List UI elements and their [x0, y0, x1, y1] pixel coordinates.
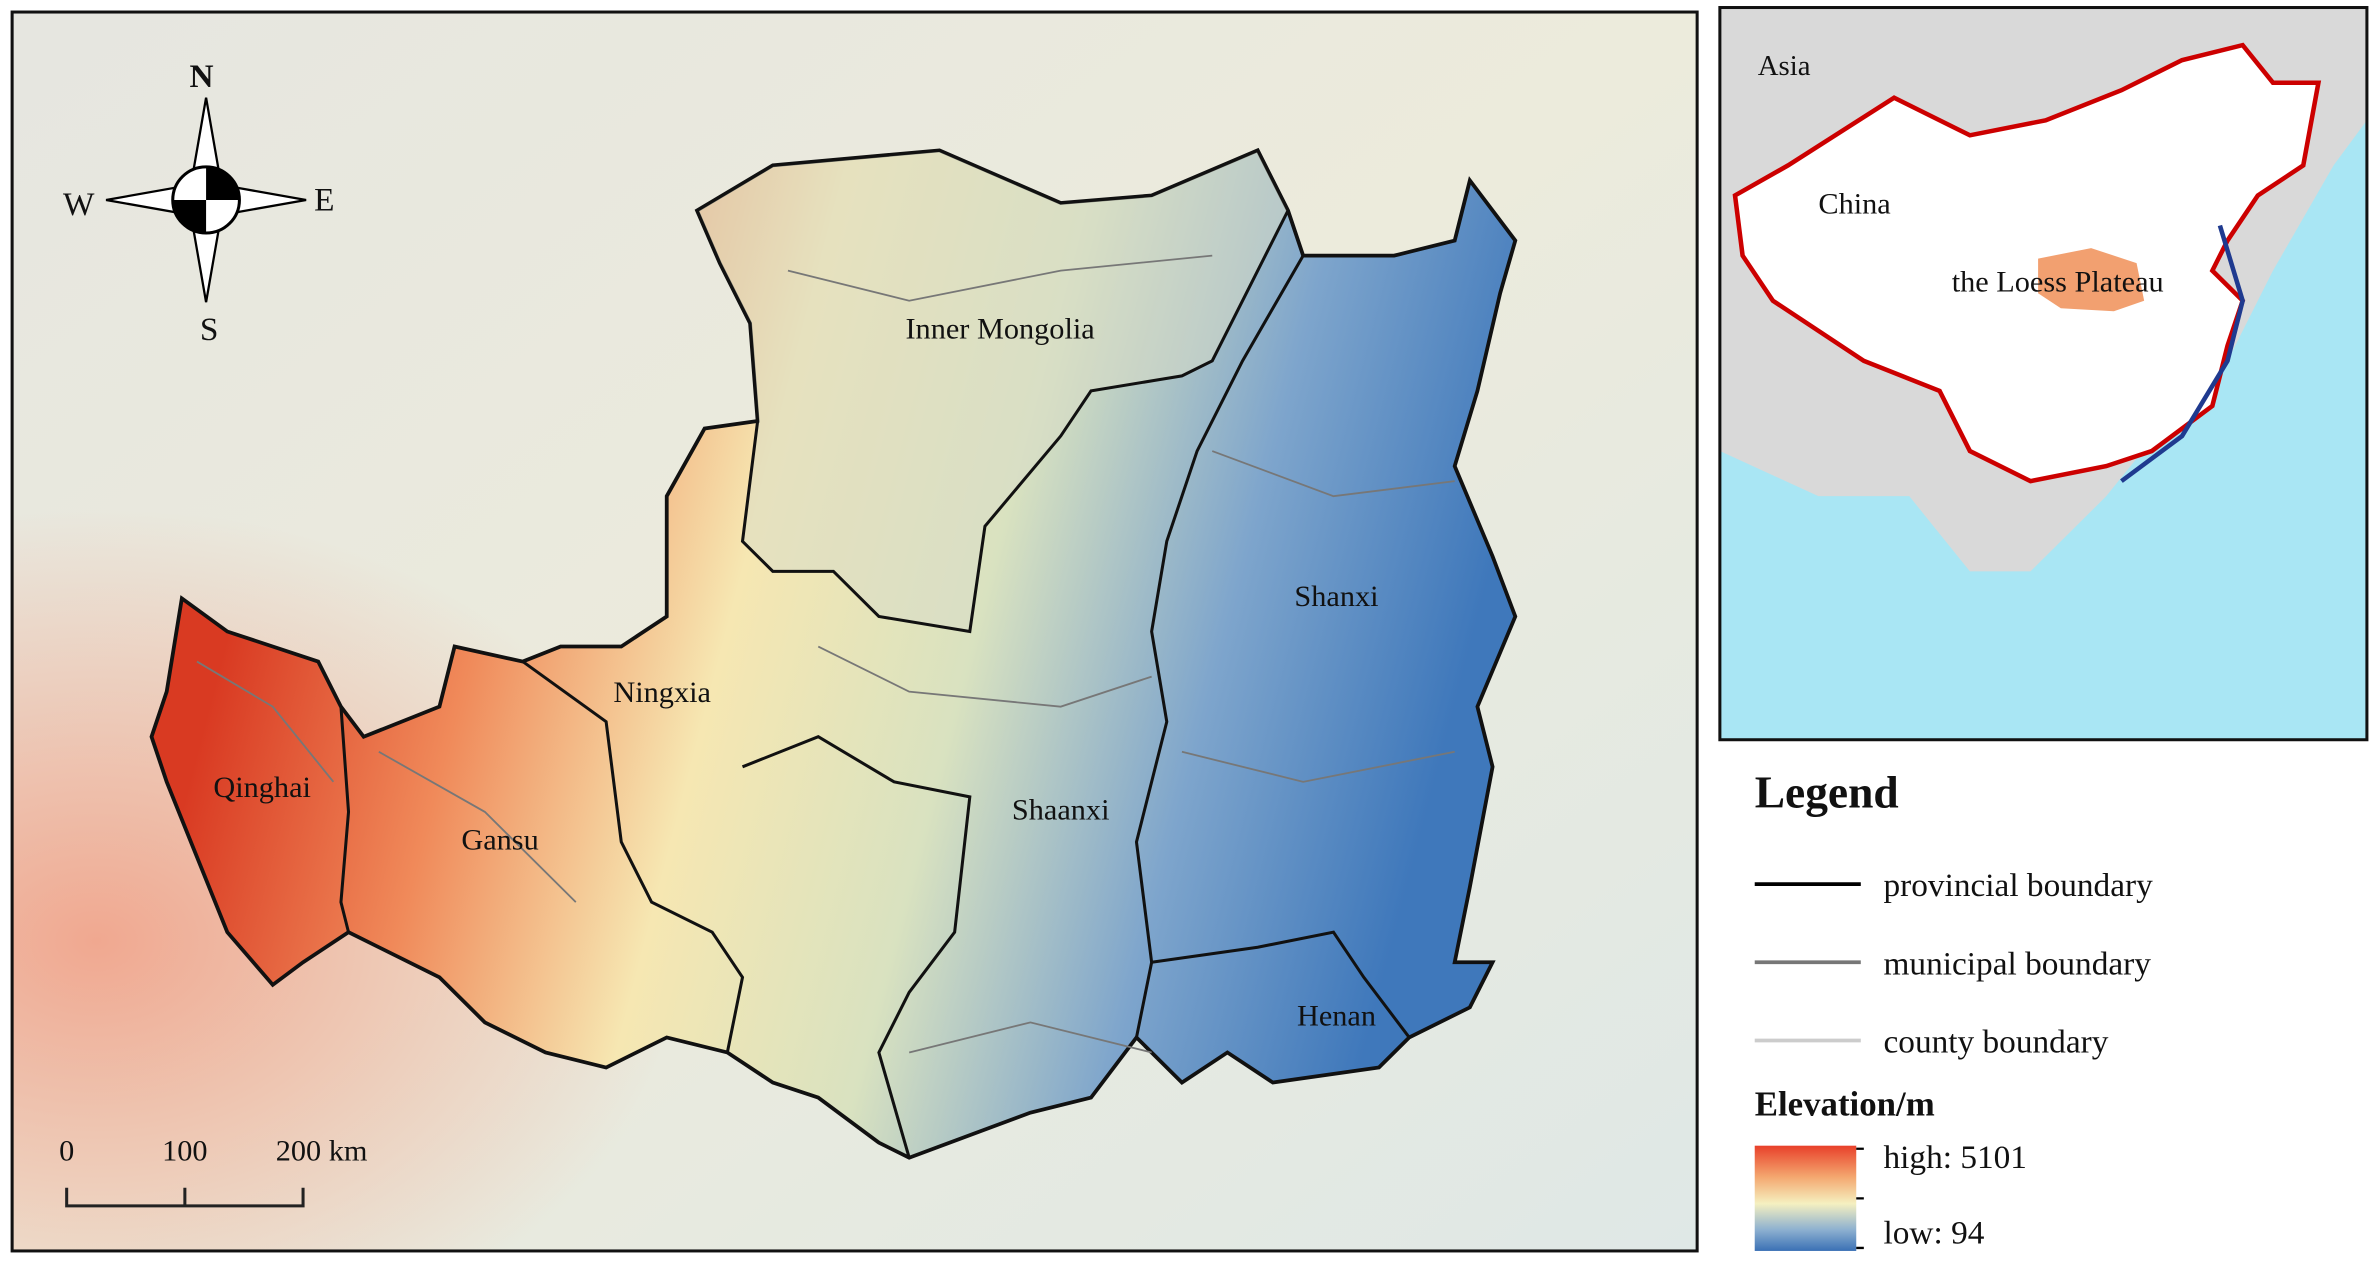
elevation-title: Elevation/m	[1755, 1085, 1935, 1124]
ramp-ticks	[1856, 1147, 1864, 1250]
compass: N S W E	[63, 58, 334, 347]
scale-label: 0	[59, 1134, 74, 1168]
legend-title: Legend	[1755, 768, 1899, 818]
region-label: Qinghai	[213, 770, 311, 804]
scale-label: 100	[162, 1134, 207, 1168]
elevation-low: low: 94	[1884, 1215, 1985, 1252]
inset-label: China	[1818, 187, 1890, 221]
elevation-high: high: 5101	[1884, 1139, 2027, 1176]
region-label: Shaanxi	[1012, 793, 1110, 827]
region-label: Inner Mongolia	[905, 311, 1094, 345]
legend-entry: municipal boundary	[1884, 945, 2152, 982]
map-frame	[10, 10, 1699, 1253]
compass-south: S	[200, 311, 219, 348]
inset-coastline	[2120, 224, 2246, 483]
inset-frame	[1718, 6, 2369, 742]
inset-loess-plateau	[2038, 248, 2145, 312]
region-label: Henan	[1297, 999, 1376, 1033]
region-label: Ningxia	[613, 675, 711, 709]
inset-china	[1732, 42, 2322, 484]
region-labels: Inner Mongolia Shanxi Ningxia Shaanxi Qi…	[213, 311, 1378, 1032]
legend: Legend provincial boundary municipal bou…	[1754, 768, 2154, 1252]
compass-north: N	[190, 58, 214, 95]
inner-mongolia	[695, 148, 1290, 634]
inset-label: Asia	[1758, 50, 1811, 82]
region-label: Gansu	[461, 823, 538, 857]
compass-east: E	[314, 182, 334, 219]
municipal-boundaries	[196, 254, 1455, 1054]
scale-bar: 0 100 200 km	[59, 1134, 368, 1208]
main-map: Inner Mongolia Shanxi Ningxia Shaanxi Qi…	[10, 10, 1699, 1253]
provincial-boundaries	[339, 254, 1411, 1159]
elevation-ramp	[1754, 1145, 1857, 1251]
inset-map: Asia China the Loess Plateau	[1718, 6, 2369, 742]
legend-entry: provincial boundary	[1884, 867, 2154, 904]
legend-entry: county boundary	[1884, 1024, 2109, 1061]
inset-label: the Loess Plateau	[1952, 265, 2164, 299]
scale-label: 200 km	[276, 1134, 368, 1168]
compass-west: W	[63, 186, 95, 223]
region-label: Shanxi	[1294, 579, 1378, 613]
inset-sea	[1719, 120, 2367, 740]
